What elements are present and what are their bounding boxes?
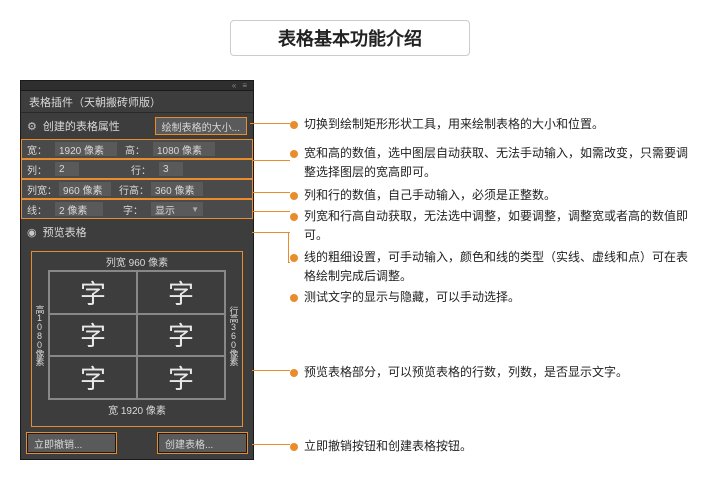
preview-right-label: 行高360像素 xyxy=(228,270,240,400)
cell: 字 xyxy=(49,314,137,357)
annotation: 宽和高的数值，选中图层自动获取、无法手动输入，如需改变，只需要调整选择图层的宽高… xyxy=(290,144,690,182)
annotation-text: 切换到绘制矩形形状工具，用来绘制表格的大小和位置。 xyxy=(304,115,604,134)
preview-box: 列宽 960 像素 高1080像素 字 字 字 字 字 字 行高360像素 宽 … xyxy=(31,251,243,427)
annotation: 切换到绘制矩形形状工具，用来绘制表格的大小和位置。 xyxy=(290,115,690,134)
annotation: 线的粗细设置，可手动输入，颜色和线的类型（实线、虚线和点）可在表格绘制完成后调整… xyxy=(290,248,690,286)
bullet-icon xyxy=(290,254,298,262)
draw-rect-button[interactable]: 绘制表格的大小... xyxy=(155,117,247,135)
annotation-text: 预览表格部分，可以预览表格的行数，列数，是否显示文字。 xyxy=(304,363,628,382)
cell: 字 xyxy=(137,271,225,314)
panel-title-text: 表格插件（天朝搬砖师版） xyxy=(29,94,161,110)
font-label: 字： xyxy=(123,202,151,217)
section-preview-header: ◉ 预览表格 xyxy=(21,219,253,245)
cell: 字 xyxy=(137,314,225,357)
cell: 字 xyxy=(49,271,137,314)
footer-row: 立即撤销... 创建表格... xyxy=(27,433,247,453)
connector xyxy=(252,370,290,371)
page-title: 表格基本功能介绍 xyxy=(230,20,470,56)
colw-value[interactable]: 960 像素 xyxy=(59,182,111,196)
panel-title: 表格插件（天朝搬砖师版） xyxy=(21,91,253,113)
create-button[interactable]: 创建表格... xyxy=(158,433,247,453)
cols-label: 列： xyxy=(27,162,55,177)
font-select[interactable]: 显示 ▼ xyxy=(151,202,203,216)
bullet-icon xyxy=(290,121,298,129)
connector xyxy=(252,444,290,445)
annotation: 测试文字的显示与隐藏，可以手动选择。 xyxy=(290,288,690,307)
annotation-text: 列和行的数值，自己手动输入，必须是正整数。 xyxy=(304,186,556,205)
bullet-icon xyxy=(290,369,298,377)
line-value[interactable]: 2 像素 xyxy=(55,202,103,216)
line-label: 线： xyxy=(27,202,55,217)
annotation: 立即撤销按钮和创建表格按钮。 xyxy=(290,437,690,456)
connector xyxy=(252,160,290,161)
connector xyxy=(288,232,289,262)
annotation-text: 立即撤销按钮和创建表格按钮。 xyxy=(304,437,472,456)
font-select-value: 显示 xyxy=(155,202,175,217)
plugin-panel: « ≡ 表格插件（天朝搬砖师版） ⚙ 创建的表格属性 绘制表格的大小... 宽：… xyxy=(20,80,254,460)
connector xyxy=(252,192,290,193)
panel-tab-controls: « ≡ xyxy=(21,81,253,91)
connector xyxy=(252,232,290,233)
connector xyxy=(252,211,290,212)
annotation-text: 宽和高的数值，选中图层自动获取、无法手动输入，如需改变，只需要调整选择图层的宽高… xyxy=(304,144,690,182)
gear-icon: ⚙ xyxy=(27,120,37,133)
chevron-down-icon: ▼ xyxy=(191,205,199,214)
cell: 字 xyxy=(49,356,137,399)
width-value[interactable]: 1920 像素 xyxy=(55,142,117,156)
bullet-icon xyxy=(290,443,298,451)
row-line-font: 线： 2 像素 字： 显示 ▼ xyxy=(21,199,253,219)
bullet-icon xyxy=(290,213,298,221)
annotation-text: 列宽和行高自动获取，无法选中调整，如要调整，调整宽或者高的数值即可。 xyxy=(304,207,690,245)
collapse-icon[interactable]: « xyxy=(232,81,236,90)
connector xyxy=(250,123,290,124)
preview-grid: 字 字 字 字 字 字 xyxy=(48,270,226,400)
width-label: 宽： xyxy=(27,142,55,157)
bullet-icon xyxy=(290,192,298,200)
annotation: 预览表格部分，可以预览表格的行数，列数，是否显示文字。 xyxy=(290,363,690,382)
cols-value[interactable]: 2 xyxy=(55,162,79,176)
annotation-text: 测试文字的显示与隐藏，可以手动选择。 xyxy=(304,288,520,307)
preview-bottom-label: 宽 1920 像素 xyxy=(34,402,240,416)
preview-left-label: 高1080像素 xyxy=(34,270,46,400)
rows-value[interactable]: 3 xyxy=(159,162,183,176)
section-preview-label: 预览表格 xyxy=(43,224,87,240)
menu-icon[interactable]: ≡ xyxy=(242,81,247,90)
annotation: 列宽和行高自动获取，无法选中调整，如要调整，调整宽或者高的数值即可。 xyxy=(290,207,690,245)
annotation-text: 线的粗细设置，可手动输入，颜色和线的类型（实线、虚线和点）可在表格绘制完成后调整… xyxy=(304,248,690,286)
preview-col-label: 列宽 960 像素 xyxy=(34,254,240,270)
bullet-icon xyxy=(290,294,298,302)
cell: 字 xyxy=(137,356,225,399)
row-cols-rows: 列： 2 行： 3 xyxy=(21,159,253,179)
preview-area: 列宽 960 像素 高1080像素 字 字 字 字 字 字 行高360像素 宽 … xyxy=(21,245,253,435)
row-colw-rowh: 列宽： 960 像素 行高： 360 像素 xyxy=(21,179,253,199)
row-width-height: 宽： 1920 像素 高： 1080 像素 xyxy=(21,139,253,159)
eye-icon: ◉ xyxy=(27,226,37,239)
bullet-icon xyxy=(290,150,298,158)
section-create-label: 创建的表格属性 xyxy=(43,118,120,134)
height-value[interactable]: 1080 像素 xyxy=(153,142,215,156)
rowh-label: 行高： xyxy=(119,182,151,197)
undo-button[interactable]: 立即撤销... xyxy=(27,433,116,453)
height-label: 高： xyxy=(125,142,153,157)
rows-label: 行： xyxy=(131,162,159,177)
colw-label: 列宽： xyxy=(27,182,59,197)
annotation: 列和行的数值，自己手动输入，必须是正整数。 xyxy=(290,186,690,205)
section-create-header: ⚙ 创建的表格属性 绘制表格的大小... xyxy=(21,113,253,139)
rowh-value[interactable]: 360 像素 xyxy=(151,182,203,196)
